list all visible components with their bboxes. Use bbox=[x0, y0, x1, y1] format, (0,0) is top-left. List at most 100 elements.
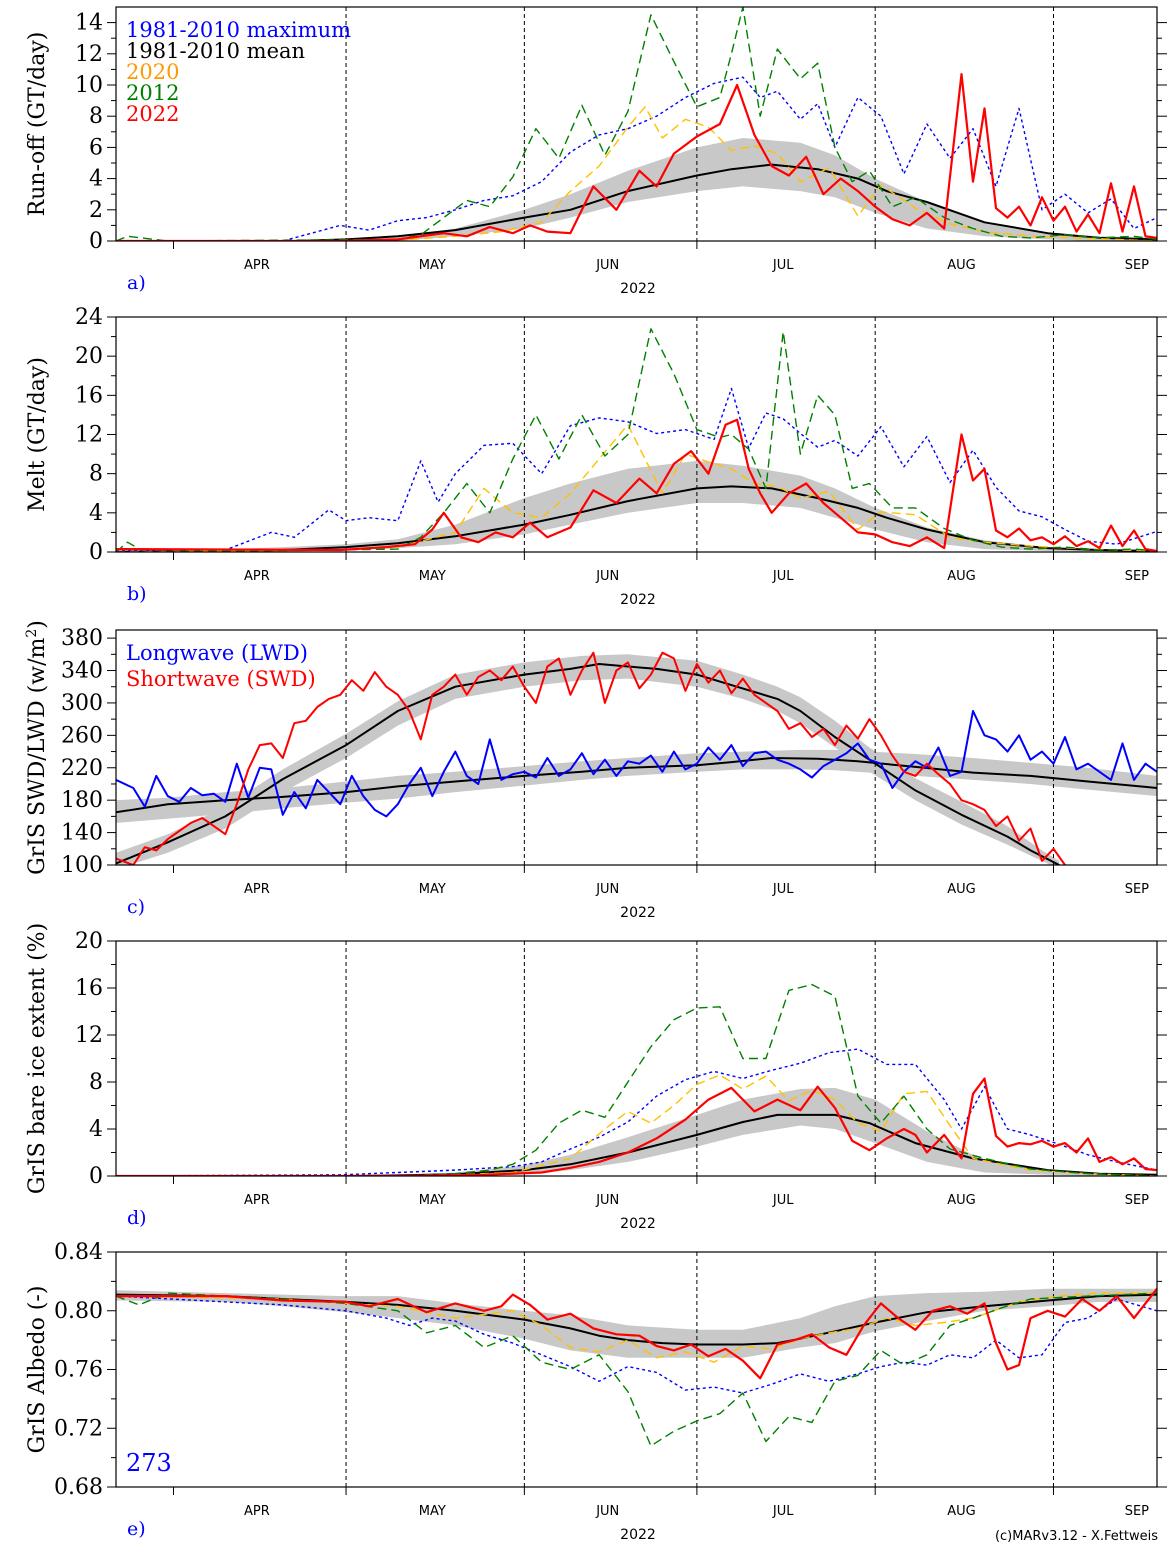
month-label: SEP bbox=[1125, 1504, 1149, 1519]
series-line-mean bbox=[116, 663, 1060, 865]
legend-entry: 1981-2010 mean bbox=[126, 39, 305, 63]
series-line-y2022 bbox=[116, 72, 1157, 241]
y-tick-label: 4 bbox=[89, 167, 103, 192]
stddev-band bbox=[116, 1288, 1157, 1358]
month-label: SEP bbox=[1125, 569, 1149, 584]
month-label: JUL bbox=[772, 1193, 794, 1208]
y-tick-label: 0.72 bbox=[54, 1416, 103, 1441]
month-label: JUN bbox=[595, 258, 619, 273]
series-line-y2012 bbox=[116, 328, 1157, 552]
y-tick-label: 14 bbox=[75, 11, 103, 36]
credit-text: (c)MARv3.12 - X.Fettweis bbox=[995, 1529, 1158, 1544]
y-tick-label: 12 bbox=[75, 1023, 103, 1048]
month-label: JUL bbox=[772, 569, 794, 584]
panel-e: 0.68 0.72 0.76 0.80 0.84 APR MAY JUN JUL AUG SEP 20… bbox=[25, 1240, 1167, 1543]
y-tick-label: 0 bbox=[89, 540, 103, 565]
plot-frame bbox=[115, 1251, 1158, 1488]
y-tick-label: 140 bbox=[61, 821, 103, 846]
month-label: MAY bbox=[419, 1504, 446, 1519]
month-label: APR bbox=[244, 258, 270, 273]
month-label: AUG bbox=[947, 1193, 975, 1208]
month-label: JUN bbox=[595, 882, 619, 897]
y-tick-label: 16 bbox=[75, 383, 103, 408]
panel-c: 100 140 180 220 260 300 340 380 APR MAY JUN JUL AUG S… bbox=[24, 620, 1167, 921]
y-tick-label: 220 bbox=[61, 756, 103, 781]
series-line-y2012 bbox=[116, 1292, 1157, 1447]
month-label: MAY bbox=[419, 1193, 446, 1208]
legend-entry: Shortwave (SWD) bbox=[126, 667, 316, 691]
y-tick-label: 100 bbox=[61, 853, 103, 878]
y-tick-label: 8 bbox=[89, 104, 103, 129]
y-tick-label: 24 bbox=[75, 305, 103, 330]
month-label: SEP bbox=[1125, 882, 1149, 897]
y-tick-label: 0.68 bbox=[54, 1475, 103, 1500]
panel-letter: a) bbox=[127, 272, 146, 294]
year-label: 2022 bbox=[620, 1527, 656, 1543]
y-tick-label: 10 bbox=[75, 73, 103, 98]
series-line-y2022 bbox=[116, 1288, 1157, 1380]
year-label: 2022 bbox=[620, 592, 656, 608]
y-tick-label: 180 bbox=[61, 788, 103, 813]
series-line-lwd bbox=[116, 710, 1157, 818]
legend-entry: 2022 bbox=[126, 102, 179, 126]
panel-annotation: 273 bbox=[126, 1449, 172, 1477]
month-label: SEP bbox=[1125, 258, 1149, 273]
series-line-swd bbox=[116, 651, 1066, 865]
series-line-y2020 bbox=[116, 1074, 1157, 1176]
y-tick-label: 260 bbox=[61, 723, 103, 748]
series-line-max bbox=[116, 1295, 1157, 1394]
series-line-y2020 bbox=[116, 424, 1157, 552]
panel-letter: e) bbox=[127, 1518, 146, 1540]
y-axis-title: GrIS Albedo (-) bbox=[25, 1286, 50, 1454]
y-tick-label: 380 bbox=[61, 626, 103, 651]
year-label: 2022 bbox=[620, 905, 656, 921]
month-label: JUN bbox=[595, 569, 619, 584]
month-label: JUL bbox=[772, 258, 794, 273]
panel-d: 0 4 8 12 16 20 APR MAY JUN JUL AUG SEP 2022 d) GrIS ba… bbox=[25, 923, 1167, 1232]
y-axis-title: GrIS SWD/LWD (w/m2) bbox=[24, 620, 50, 875]
month-label: AUG bbox=[947, 882, 975, 897]
panel-b: 0 4 8 12 16 20 24 APR MAY JUN JUL AUG SEP 2022 b) Melt … bbox=[25, 305, 1167, 608]
series-line-mean bbox=[116, 163, 1157, 241]
series-line-max bbox=[116, 76, 1157, 241]
y-tick-label: 340 bbox=[61, 659, 103, 684]
month-label: JUL bbox=[772, 882, 794, 897]
month-label: APR bbox=[244, 1504, 270, 1519]
panel-a: 0 2 4 6 8 10 12 14 APR MAY JUN JUL AUG SEP 2022 a) Run-o… bbox=[25, 6, 1167, 297]
month-label: JUL bbox=[772, 1504, 794, 1519]
stddev-band bbox=[116, 1087, 1157, 1176]
month-label: AUG bbox=[947, 1504, 975, 1519]
y-tick-label: 300 bbox=[61, 691, 103, 716]
y-tick-label: 8 bbox=[89, 1070, 103, 1095]
y-tick-label: 12 bbox=[75, 42, 103, 67]
series-line-y2022 bbox=[116, 418, 1157, 552]
year-label: 2022 bbox=[620, 1216, 656, 1232]
month-label: MAY bbox=[419, 258, 446, 273]
y-tick-label: 4 bbox=[89, 1117, 103, 1142]
y-tick-label: 0.84 bbox=[54, 1240, 103, 1265]
panel-letter: d) bbox=[127, 1207, 147, 1229]
plot-frame bbox=[115, 629, 1158, 866]
y-tick-label: 0.76 bbox=[54, 1358, 103, 1383]
month-label: APR bbox=[244, 882, 270, 897]
y-tick-label: 4 bbox=[89, 501, 103, 526]
month-label: SEP bbox=[1125, 1193, 1149, 1208]
month-label: APR bbox=[244, 569, 270, 584]
series-line-max bbox=[116, 1048, 1157, 1176]
y-tick-label: 20 bbox=[75, 344, 103, 369]
plot-frame bbox=[115, 6, 1158, 242]
y-tick-label: 20 bbox=[75, 929, 103, 954]
y-tick-label: 0 bbox=[89, 229, 103, 254]
month-label: MAY bbox=[419, 882, 446, 897]
series-line-y2012 bbox=[116, 983, 1157, 1176]
month-label: AUG bbox=[947, 569, 975, 584]
y-tick-label: 0.80 bbox=[54, 1299, 103, 1324]
month-label: APR bbox=[244, 1193, 270, 1208]
series-line-y2020 bbox=[116, 106, 1157, 241]
y-axis-title: Melt (GT/day) bbox=[25, 357, 50, 512]
y-axis-title: GrIS bare ice extent (%) bbox=[25, 923, 50, 1194]
legend-entry: 2012 bbox=[126, 81, 179, 105]
plot-frame bbox=[115, 316, 1158, 553]
month-label: JUN bbox=[595, 1193, 619, 1208]
year-label: 2022 bbox=[620, 281, 656, 297]
